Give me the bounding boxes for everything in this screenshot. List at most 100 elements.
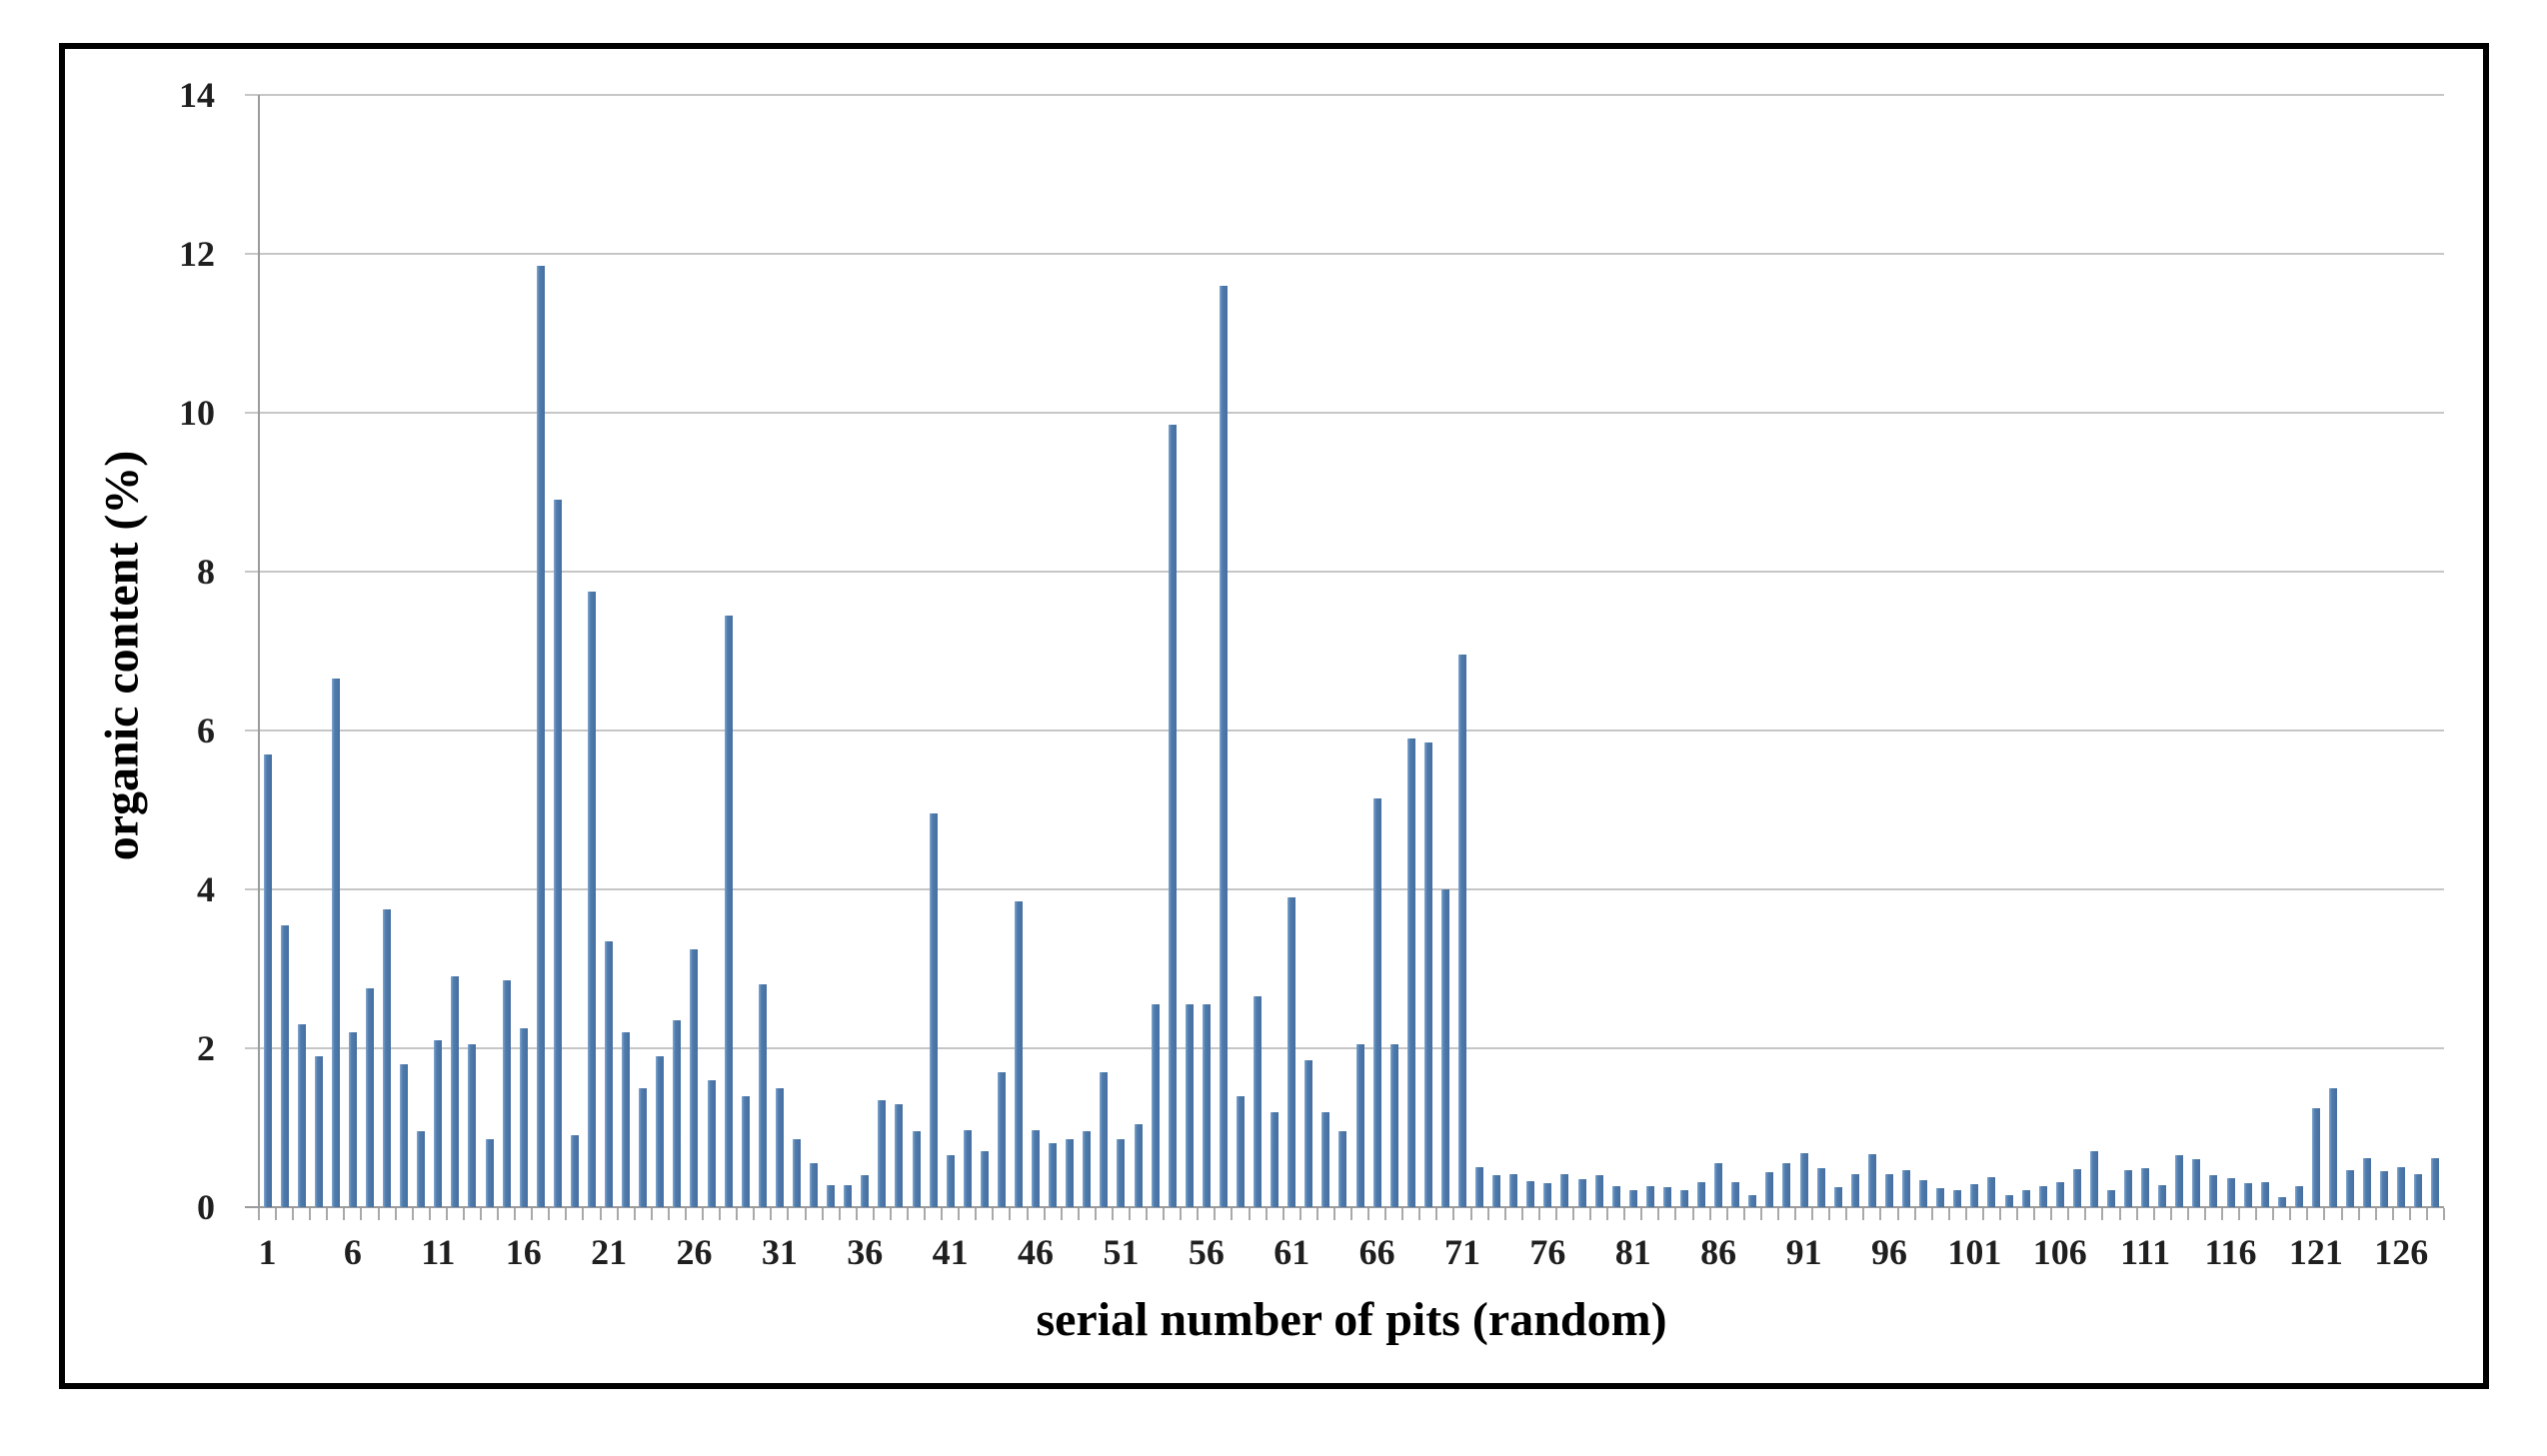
bar (1100, 1071, 1109, 1207)
bar (1151, 1004, 1160, 1207)
x-axis-tick (787, 1208, 790, 1220)
bar (1168, 424, 1177, 1207)
bar (1287, 896, 1296, 1207)
x-axis-tick (1248, 1208, 1251, 1220)
x-axis-tick (2135, 1208, 2138, 1220)
bar (1936, 1187, 1945, 1207)
bar (1987, 1176, 1996, 1207)
bar (1816, 1168, 1825, 1207)
x-axis-tick (377, 1208, 380, 1220)
x-axis-tick (480, 1208, 483, 1220)
x-axis-tick (582, 1208, 585, 1220)
bar (536, 265, 545, 1207)
x-axis-tick (343, 1208, 346, 1220)
x-axis-tick (1759, 1208, 1762, 1220)
bar (878, 1099, 887, 1207)
bar (1134, 1123, 1143, 1207)
x-axis-tick (1913, 1208, 1916, 1220)
bar (605, 940, 614, 1207)
x-tick-label: 11 (421, 1232, 456, 1272)
x-axis-tick (2374, 1208, 2377, 1220)
gridline (245, 94, 2444, 96)
x-tick-label: 51 (1103, 1232, 1140, 1272)
bar (588, 591, 597, 1207)
bar (1236, 1095, 1245, 1207)
x-axis-tick (1725, 1208, 1728, 1220)
bar (1423, 741, 1432, 1207)
x-axis-tick (2425, 1208, 2428, 1220)
bar (2141, 1168, 2150, 1207)
x-axis-tick (1845, 1208, 1848, 1220)
x-axis-tick (1060, 1208, 1063, 1220)
x-axis-tick (565, 1208, 568, 1220)
x-axis-tick (428, 1208, 431, 1220)
bar (1731, 1182, 1740, 1207)
bar (1338, 1131, 1347, 1207)
x-axis-tick (2238, 1208, 2241, 1220)
x-axis-tick (1537, 1208, 1540, 1220)
x-axis-tick (2220, 1208, 2223, 1220)
x-axis-tick (1998, 1208, 2001, 1220)
x-axis-tick (309, 1208, 312, 1220)
gridline (245, 888, 2444, 890)
bar (1645, 1186, 1654, 1207)
x-axis-tick (1298, 1208, 1301, 1220)
bar (1765, 1172, 1774, 1207)
x-axis-tick (531, 1208, 534, 1220)
x-axis-tick (2169, 1208, 2172, 1220)
bar (2158, 1184, 2167, 1207)
x-axis-tick (1828, 1208, 1831, 1220)
bar (383, 908, 392, 1207)
x-axis-tick (1657, 1208, 1660, 1220)
gridline (245, 729, 2444, 731)
bar (1611, 1186, 1620, 1207)
x-axis-tick (1401, 1208, 1404, 1220)
gridline (245, 1047, 2444, 1049)
x-axis-tick (821, 1208, 824, 1220)
x-axis-tick (326, 1208, 329, 1220)
x-axis-tick (1640, 1208, 1643, 1220)
x-axis-tick (667, 1208, 670, 1220)
y-tick-label: 14 (179, 75, 215, 115)
x-axis-tick (958, 1208, 961, 1220)
x-axis-tick (1315, 1208, 1318, 1220)
x-axis-tick (2408, 1208, 2411, 1220)
bar (2106, 1189, 2115, 1207)
x-axis-tick (1691, 1208, 1694, 1220)
bar (844, 1184, 853, 1207)
x-axis-tick (1572, 1208, 1575, 1220)
bar (1066, 1139, 1075, 1207)
x-axis-tick (2391, 1208, 2394, 1220)
bar (1577, 1179, 1586, 1207)
x-axis-tick (1077, 1208, 1080, 1220)
bar (1902, 1169, 1911, 1207)
x-axis-tick (684, 1208, 687, 1220)
bar (400, 1063, 409, 1207)
x-axis-tick (2050, 1208, 2053, 1220)
x-tick-label: 91 (1785, 1232, 1822, 1272)
bar (2311, 1107, 2320, 1207)
bar (980, 1151, 989, 1207)
x-axis-tick (1332, 1208, 1335, 1220)
x-tick-label: 31 (761, 1232, 798, 1272)
bar (861, 1175, 870, 1207)
x-axis-tick (736, 1208, 739, 1220)
x-axis-tick (702, 1208, 705, 1220)
bar (1202, 1004, 1211, 1207)
x-axis-tick (1128, 1208, 1131, 1220)
x-tick-label: 81 (1614, 1232, 1651, 1272)
bar (468, 1044, 477, 1207)
bar (553, 500, 562, 1207)
x-axis-tick (1350, 1208, 1352, 1220)
bar (810, 1163, 819, 1207)
bar (2277, 1197, 2286, 1207)
bar (1833, 1187, 1842, 1207)
bar (1970, 1183, 1979, 1207)
x-axis-tick (1981, 1208, 1984, 1220)
x-axis-tick (599, 1208, 602, 1220)
x-axis-tick (1606, 1208, 1609, 1220)
x-axis-tick (1384, 1208, 1387, 1220)
bar (1304, 1059, 1313, 1207)
x-tick-label: 26 (676, 1232, 713, 1272)
x-axis-tick (1418, 1208, 1421, 1220)
